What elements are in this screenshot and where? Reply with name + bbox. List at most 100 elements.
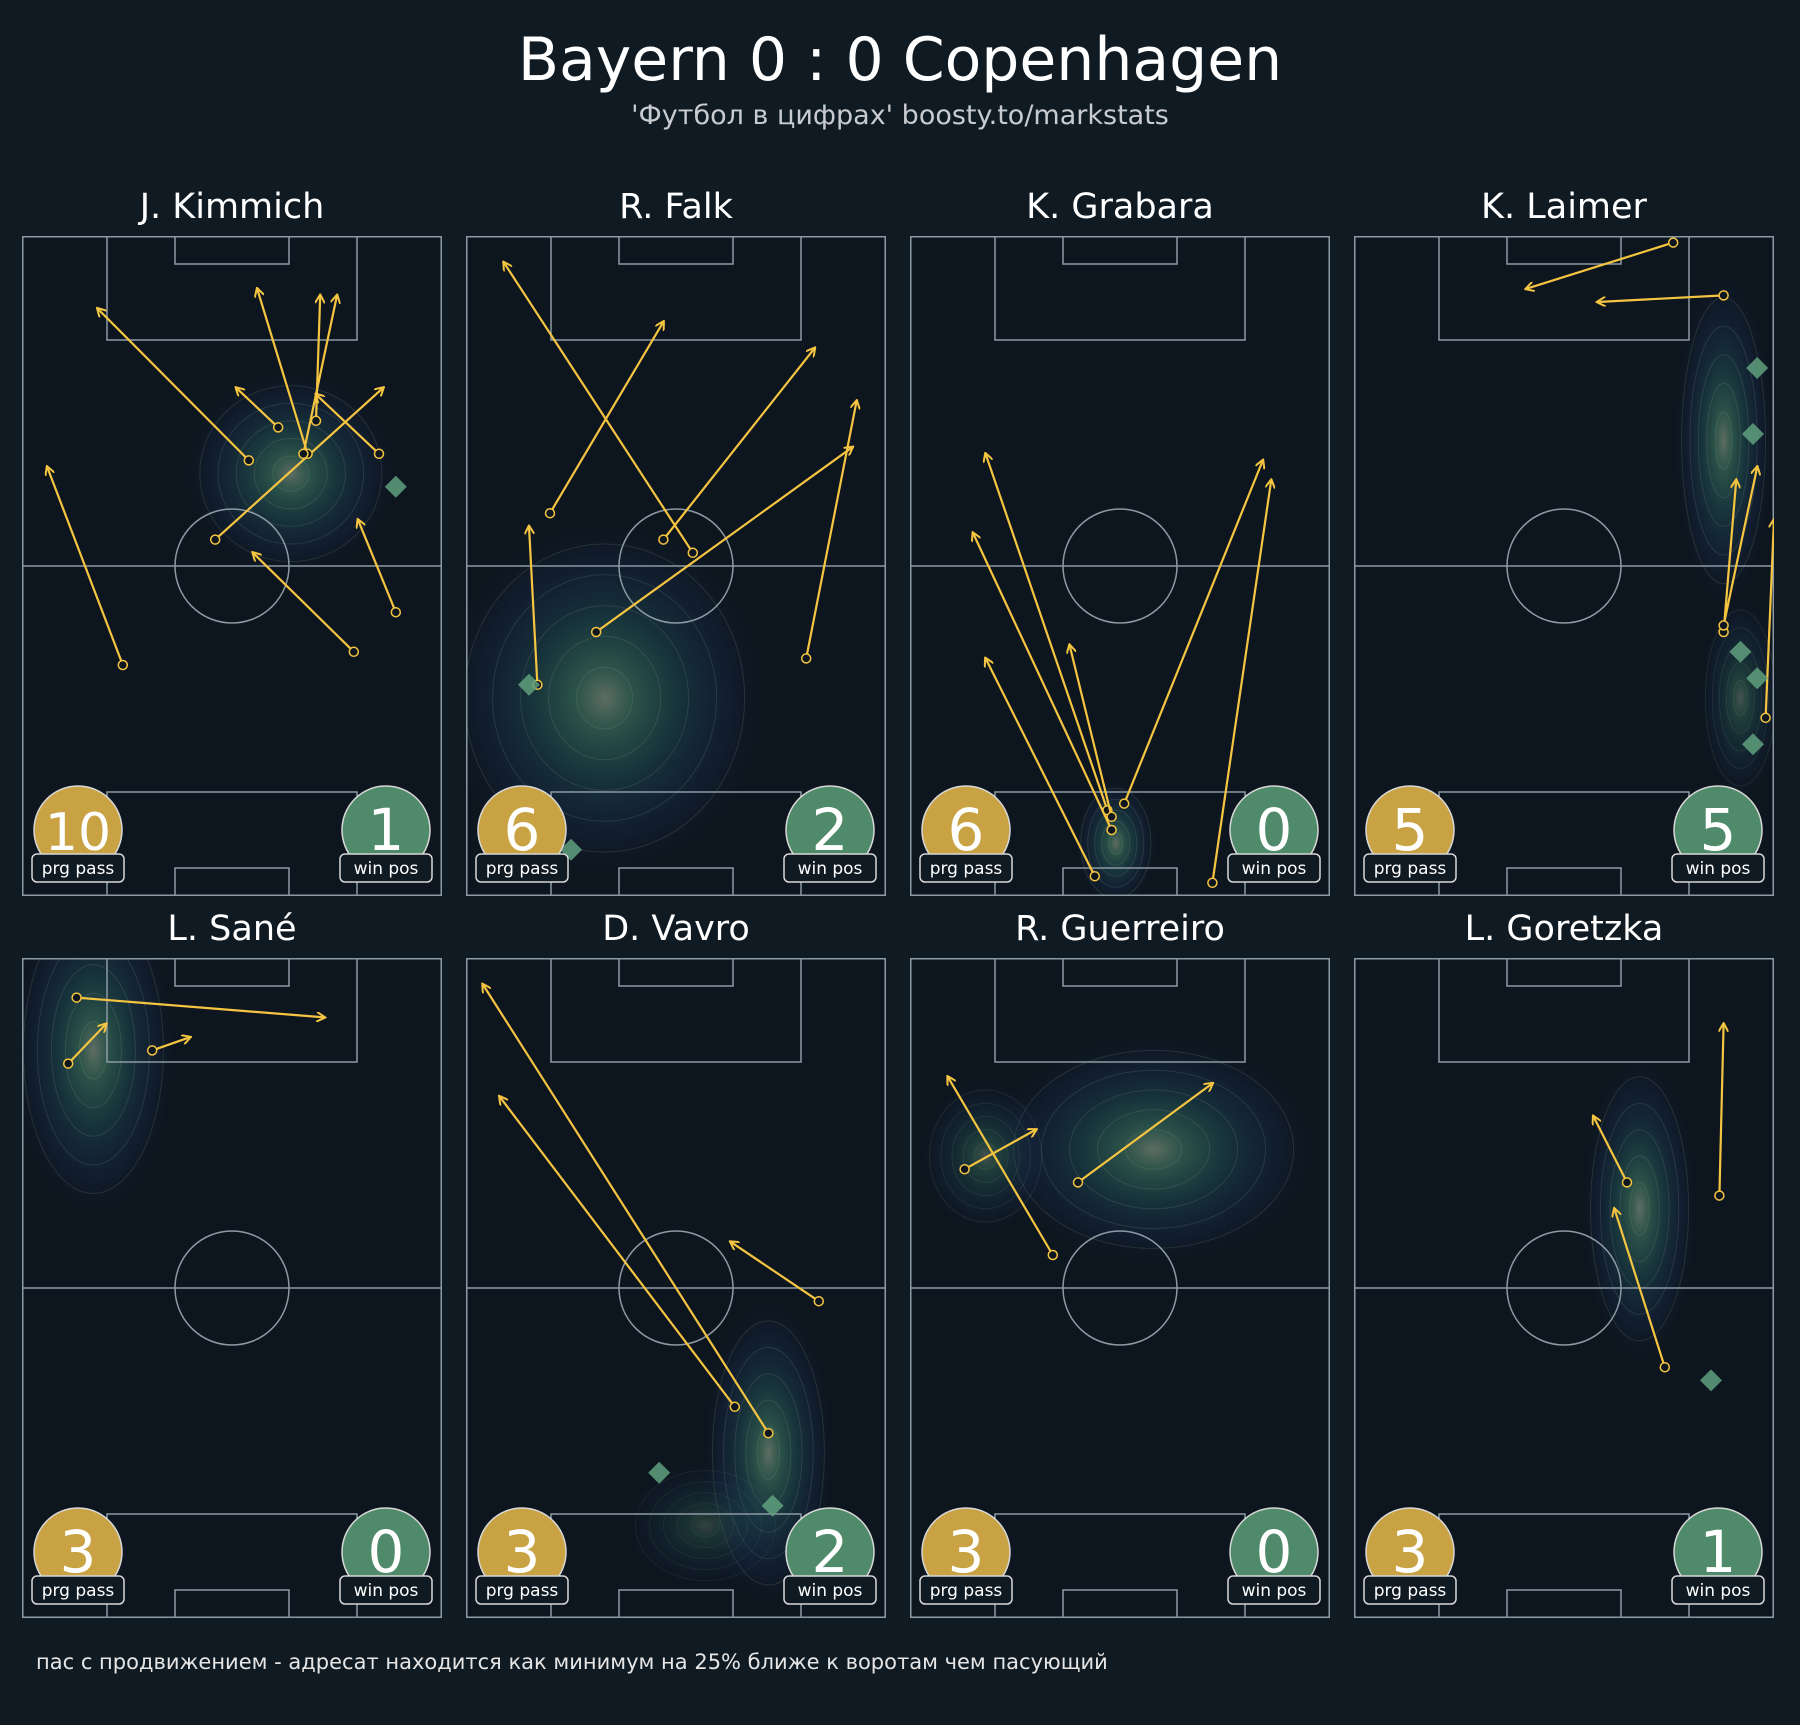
heat-density (621, 1459, 790, 1592)
pass-origin-point (729, 1401, 741, 1413)
heat-contour (1711, 627, 1769, 769)
heat-contour (1706, 382, 1741, 499)
progressive-pass-arrow (98, 309, 250, 462)
win-pos-badge-label-box (783, 1575, 877, 1605)
prg-pass-badge-label-box (919, 853, 1013, 883)
heat-contour (1080, 787, 1152, 896)
progressive-pass-arrow (1526, 241, 1674, 289)
heat-contour (1629, 1181, 1650, 1236)
penalty-box-top (106, 236, 358, 341)
pass-origin-point (1621, 1177, 1633, 1188)
penalty-box-top (550, 958, 802, 1063)
heat-contour (662, 1492, 748, 1560)
pass-origin-point (590, 626, 602, 638)
player-panel: D. Vavro 3 prg pass 2 win pos (466, 906, 886, 1622)
heat-density (1073, 777, 1158, 896)
heat-contour (217, 402, 365, 545)
prg-pass-badge-label: prg pass (930, 1581, 1003, 1601)
prg-pass-badge-label: prg pass (486, 859, 559, 879)
progressive-pass-arrow (1722, 467, 1758, 626)
heat-contour (929, 1089, 1043, 1223)
win-pos-badge-label-box (339, 1575, 433, 1605)
heat-density (1580, 1050, 1699, 1368)
pass-origin-point (209, 534, 221, 545)
progressive-pass-arrow (1593, 1116, 1628, 1183)
progressive-pass-arrow (964, 1130, 1036, 1171)
progressive-pass-arrow (1722, 480, 1737, 633)
progressive-pass-arrow (1764, 520, 1774, 718)
progressive-pass-arrow (483, 984, 770, 1434)
prg-pass-badge-label-box (31, 853, 125, 883)
progressive-pass-arrow (973, 533, 1113, 831)
heat-contour (1087, 798, 1145, 888)
heat-contour (951, 1115, 1020, 1197)
win-pos-badge-label-box (1227, 853, 1321, 883)
win-pos-badge-label-box (1671, 853, 1765, 883)
prg-pass-badge-value: 5 (1392, 796, 1429, 864)
centre-circle (1506, 508, 1622, 624)
heat-contour (1125, 1129, 1183, 1170)
six-yard-box-top (1062, 236, 1178, 265)
win-pos-badge-value: 0 (1256, 1518, 1293, 1586)
six-yard-box-top (618, 236, 734, 265)
pass-origin-point (1072, 1177, 1084, 1188)
heat-density (985, 1030, 1322, 1269)
progressive-pass-arrow (214, 388, 383, 541)
centre-circle (1506, 1230, 1622, 1346)
pass-origin-point (813, 1295, 825, 1307)
progressive-pass-arrow (948, 1077, 1054, 1256)
ball-win-marker (1700, 1369, 1722, 1392)
prg-pass-badge-label-box (475, 1575, 569, 1605)
progressive-pass-arrow (731, 1242, 820, 1303)
pass-origin-point (117, 659, 129, 671)
progressive-pass-arrow (302, 295, 337, 455)
progressive-pass-arrow (504, 262, 694, 554)
six-yard-box-top (1506, 236, 1622, 265)
prg-pass-badge-value: 3 (1392, 1518, 1429, 1586)
six-yard-box-bottom (174, 1589, 290, 1618)
heat-contour (962, 1129, 1009, 1183)
pass-origin-point (1718, 620, 1729, 631)
ball-win-marker (1746, 667, 1769, 690)
penalty-box-top (106, 958, 358, 1063)
ball-win-marker (384, 475, 407, 498)
progressive-pass-arrow (1718, 1024, 1723, 1196)
heat-contour (1704, 609, 1774, 787)
pass-origin-point (1667, 237, 1679, 248)
progressive-pass-arrow (986, 454, 1109, 811)
player-panel: L. Sané 3 prg pass 0 win pos (22, 906, 442, 1622)
progressive-pass-arrow (47, 467, 124, 666)
win-pos-badge-label: win pos (1686, 859, 1751, 879)
penalty-box-top (994, 236, 1246, 341)
player-panel: K. Laimer 5 prg pass 5 win pos (1354, 184, 1774, 900)
heat-contour (50, 964, 136, 1137)
win-pos-badge-label-box (1227, 1575, 1321, 1605)
pass-origin-point (800, 653, 812, 664)
prg-pass-badge-value: 6 (504, 796, 541, 864)
heat-contour (940, 1102, 1031, 1210)
prg-pass-badge-label: prg pass (930, 859, 1003, 879)
progressive-pass-arrow (500, 1097, 736, 1408)
six-yard-box-top (174, 958, 290, 987)
win-pos-badge-label: win pos (798, 1581, 863, 1601)
player-panel: R. Falk 6 prg pass 2 win pos (466, 184, 886, 900)
pass-origin-point (1118, 798, 1130, 809)
win-pos-badge-value: 2 (812, 1518, 849, 1586)
prg-pass-badge-value: 3 (948, 1518, 985, 1586)
penalty-box-top (1438, 958, 1690, 1063)
heat-contour (711, 1320, 825, 1586)
pass-origin-point (763, 1427, 774, 1439)
